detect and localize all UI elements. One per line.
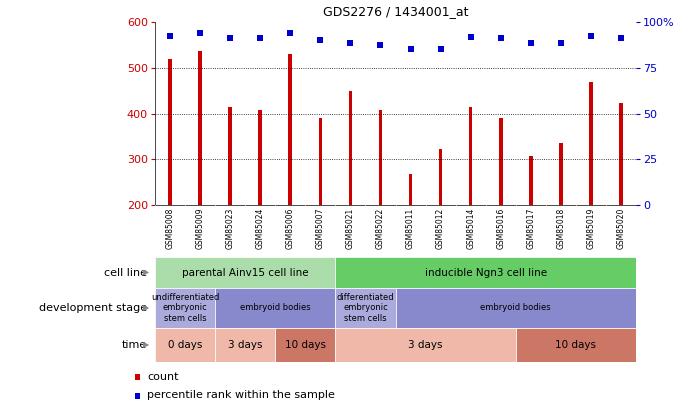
- Bar: [319, 118, 322, 205]
- Point: [435, 46, 446, 53]
- Text: GSM85008: GSM85008: [166, 207, 175, 249]
- Bar: [589, 82, 593, 205]
- Point: [556, 39, 567, 46]
- Text: GSM85022: GSM85022: [376, 207, 385, 249]
- Bar: [529, 156, 533, 205]
- Point: [225, 35, 236, 41]
- Text: 3 days: 3 days: [228, 340, 263, 350]
- Bar: [155, 328, 215, 362]
- Point: [465, 33, 476, 40]
- Text: embryoid bodies: embryoid bodies: [240, 303, 310, 313]
- Bar: [198, 51, 202, 205]
- Text: GSM85012: GSM85012: [436, 207, 445, 249]
- Text: GSM85019: GSM85019: [587, 207, 596, 249]
- Bar: [348, 91, 352, 205]
- Text: GSM85006: GSM85006: [286, 207, 295, 249]
- Point: [375, 42, 386, 48]
- Point: [255, 35, 266, 41]
- Bar: [335, 288, 395, 328]
- Text: differentiated
embryonic
stem cells: differentiated embryonic stem cells: [337, 293, 395, 323]
- Text: GSM85024: GSM85024: [256, 207, 265, 249]
- Point: [585, 32, 596, 39]
- Point: [285, 30, 296, 37]
- Text: cell line: cell line: [104, 267, 147, 277]
- Point: [525, 39, 536, 46]
- Title: GDS2276 / 1434001_at: GDS2276 / 1434001_at: [323, 5, 468, 18]
- Bar: [258, 110, 262, 205]
- Bar: [335, 328, 515, 362]
- Text: development stage: development stage: [39, 303, 147, 313]
- Text: time: time: [122, 340, 147, 350]
- Text: 10 days: 10 days: [556, 340, 596, 350]
- Text: GSM85021: GSM85021: [346, 207, 355, 249]
- Bar: [168, 59, 172, 205]
- Bar: [559, 143, 562, 205]
- Bar: [335, 257, 636, 288]
- Bar: [215, 288, 335, 328]
- Text: GSM85018: GSM85018: [556, 207, 565, 249]
- Text: 0 days: 0 days: [168, 340, 202, 350]
- Point: [616, 35, 627, 41]
- Point: [405, 46, 416, 53]
- Bar: [499, 118, 502, 205]
- Bar: [379, 110, 382, 205]
- Text: GSM85016: GSM85016: [496, 207, 505, 249]
- Text: GSM85011: GSM85011: [406, 207, 415, 249]
- Text: embryoid bodies: embryoid bodies: [480, 303, 551, 313]
- Text: inducible Ngn3 cell line: inducible Ngn3 cell line: [425, 267, 547, 277]
- Bar: [469, 107, 473, 205]
- Text: parental Ainv15 cell line: parental Ainv15 cell line: [182, 267, 308, 277]
- Text: GSM85020: GSM85020: [616, 207, 625, 249]
- Bar: [439, 149, 442, 205]
- Text: GSM85014: GSM85014: [466, 207, 475, 249]
- Text: GSM85023: GSM85023: [226, 207, 235, 249]
- Point: [164, 32, 176, 39]
- Bar: [155, 288, 215, 328]
- Text: percentile rank within the sample: percentile rank within the sample: [147, 390, 335, 401]
- Point: [495, 35, 507, 41]
- Bar: [155, 257, 335, 288]
- Point: [195, 30, 206, 37]
- Text: count: count: [147, 371, 178, 382]
- Text: 3 days: 3 days: [408, 340, 443, 350]
- Bar: [409, 174, 413, 205]
- Point: [315, 37, 326, 44]
- Text: GSM85007: GSM85007: [316, 207, 325, 249]
- Bar: [215, 328, 275, 362]
- Bar: [395, 288, 636, 328]
- Bar: [288, 54, 292, 205]
- Bar: [228, 107, 232, 205]
- Text: GSM85017: GSM85017: [527, 207, 536, 249]
- Point: [345, 39, 356, 46]
- Bar: [515, 328, 636, 362]
- Text: GSM85009: GSM85009: [196, 207, 205, 249]
- Text: 10 days: 10 days: [285, 340, 326, 350]
- Bar: [275, 328, 335, 362]
- Bar: [619, 103, 623, 205]
- Text: undifferentiated
embryonic
stem cells: undifferentiated embryonic stem cells: [151, 293, 219, 323]
